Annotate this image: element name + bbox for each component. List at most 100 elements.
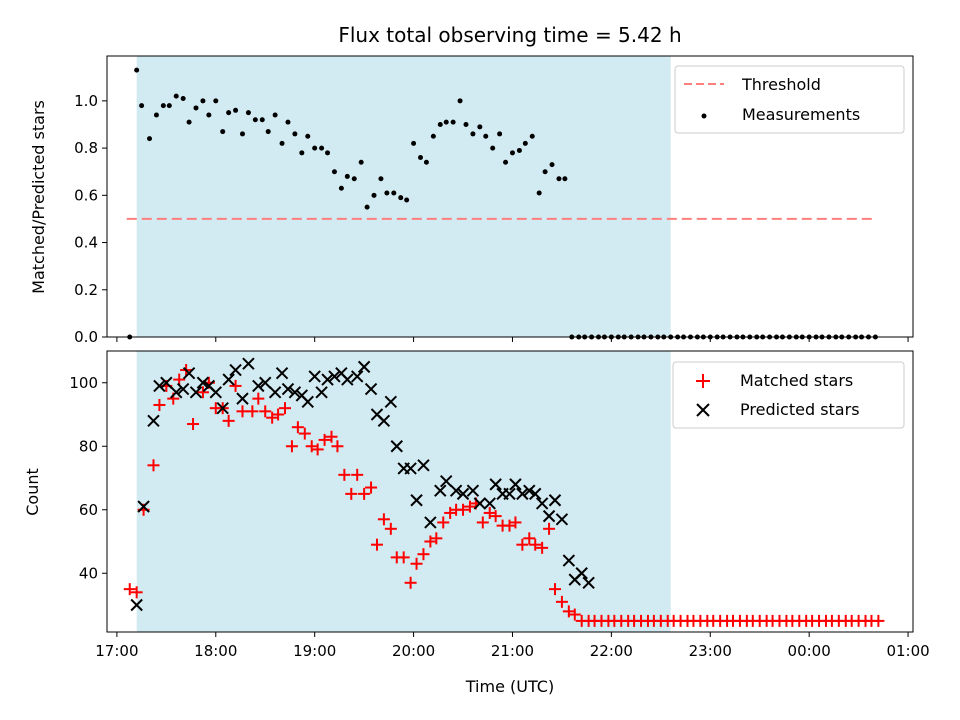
predicted-stars-points: [130, 357, 595, 612]
predicted-star-point: [308, 370, 321, 383]
measurement-point: [186, 119, 192, 125]
measurement-point: [233, 107, 239, 113]
measurement-point: [358, 159, 364, 165]
measurement-point: [259, 117, 265, 123]
measurement-point: [404, 197, 410, 203]
measurement-point: [220, 129, 226, 135]
measurement-point: [200, 98, 206, 104]
x-tick-label: 17:00: [95, 642, 138, 660]
top-y-tick-label: 0.4: [74, 234, 98, 252]
measurement-point: [285, 119, 291, 125]
predicted-star-point: [153, 379, 166, 393]
measurement-point: [166, 103, 172, 109]
matched-star-point: [173, 373, 186, 386]
measurement-point: [417, 155, 423, 161]
bottom-y-tick-label: 100: [69, 374, 98, 392]
predicted-star-point: [236, 392, 249, 405]
matched-star-point: [397, 551, 410, 564]
predicted-star-point: [176, 382, 190, 396]
predicted-star-point: [483, 497, 496, 510]
matched-star-point: [370, 538, 383, 551]
measurement-point: [312, 145, 318, 151]
matched-star-point: [259, 405, 272, 418]
measurement-point: [470, 131, 476, 137]
predicted-star-point: [562, 554, 576, 567]
top-y-tick-label: 1.0: [74, 92, 98, 110]
predicted-star-point: [417, 459, 430, 472]
top-legend: Threshold Measurements: [674, 65, 905, 134]
measurement-point: [351, 176, 357, 182]
matched-star-point: [437, 516, 450, 529]
matched-star-point: [529, 538, 542, 551]
legend-measurements-marker: [701, 113, 707, 119]
matched-star-point: [523, 532, 536, 545]
matched-star-point: [298, 427, 311, 440]
measurement-point: [153, 112, 159, 118]
measurement-point: [398, 195, 404, 201]
matched-star-point: [147, 459, 160, 472]
measurement-point: [139, 103, 145, 109]
measurement-point: [522, 140, 528, 146]
matched-star-point: [365, 481, 378, 494]
matched-star-point: [331, 440, 344, 453]
predicted-star-point: [137, 500, 150, 513]
x-tick-label: 18:00: [194, 642, 237, 660]
measurement-point: [443, 119, 449, 125]
matched-star-point: [229, 379, 242, 392]
bottom-shaded-region: [136, 351, 671, 632]
predicted-star-point: [582, 576, 595, 589]
measurement-point: [562, 176, 568, 182]
matched-star-point: [410, 557, 423, 570]
measurement-point: [450, 119, 456, 125]
legend-predicted-label: Predicted stars: [740, 400, 860, 419]
measurement-point: [384, 190, 390, 196]
bottom-x-axis: 17:00 18:00 19:00 20:00 21:00 22:00 23:00 00:00…: [95, 632, 930, 660]
predicted-star-point: [281, 382, 295, 396]
matched-star-point: [457, 503, 470, 516]
bottom-legend: Matched stars Predicted stars: [672, 361, 905, 429]
top-y-axis-label: Matched/Predicted stars: [29, 100, 48, 294]
matched-star-point: [384, 522, 397, 535]
measurement-point: [331, 169, 337, 175]
matched-star-point: [489, 510, 502, 523]
bottom-y-tick-label: 80: [79, 437, 98, 455]
measurement-point: [503, 159, 509, 165]
top-shaded-region: [136, 56, 671, 337]
measurement-point: [265, 129, 271, 135]
measurement-point: [490, 145, 496, 151]
measurement-point: [371, 192, 377, 198]
matched-star-point: [196, 386, 209, 399]
matched-star-point: [516, 538, 529, 551]
bottom-y-tick-label: 60: [79, 501, 98, 519]
measurement-point: [272, 112, 278, 118]
matched-star-point: [417, 548, 430, 561]
matched-star-point: [430, 532, 443, 545]
predicted-star-point: [509, 478, 522, 491]
predicted-star-point: [503, 487, 516, 501]
matched-star-point: [318, 433, 331, 446]
predicted-star-point: [209, 386, 222, 399]
predicted-star-point: [384, 395, 398, 409]
predicted-star-point: [410, 494, 423, 507]
predicted-star-point: [523, 484, 536, 497]
matched-star-point: [279, 402, 292, 415]
predicted-star-point: [196, 376, 210, 389]
matched-star-point: [130, 586, 143, 599]
predicted-star-point: [222, 373, 235, 386]
matched-star-point: [222, 414, 235, 427]
predicted-star-point: [301, 395, 314, 409]
predicted-star-point: [535, 497, 549, 510]
predicted-star-point: [182, 367, 196, 380]
measurement-point: [180, 96, 186, 102]
measurement-point: [463, 121, 469, 127]
chart-title: Flux total observing time = 5.42 h: [338, 23, 681, 47]
matched-star-point: [252, 392, 265, 405]
measurement-point: [497, 131, 503, 137]
legend-matched-marker: [696, 374, 710, 388]
predicted-star-point: [473, 497, 487, 510]
measurement-point: [245, 110, 251, 116]
predicted-star-point: [189, 386, 203, 399]
measurement-point: [378, 176, 384, 182]
x-tick-label: 21:00: [491, 642, 534, 660]
